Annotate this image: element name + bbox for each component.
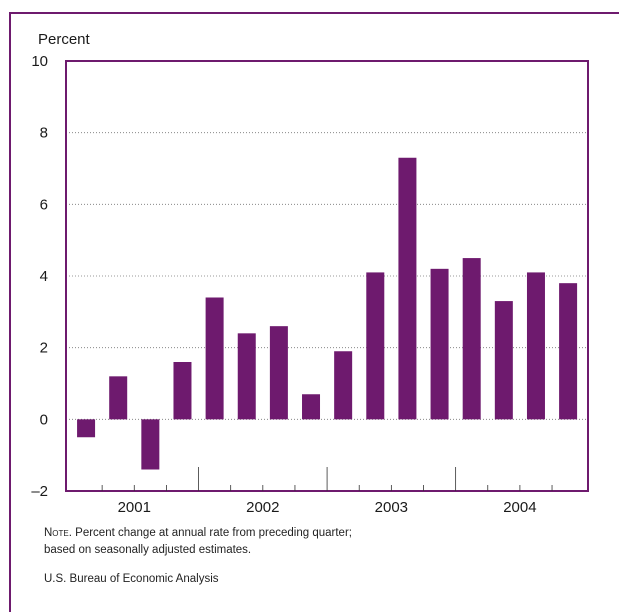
note-line2: based on seasonally adjusted estimates.: [44, 544, 252, 556]
bar: [366, 272, 385, 420]
bar: [77, 419, 96, 438]
bar: [269, 326, 288, 420]
bar-chart: –2 0 2 4 6 8 10 Percent 2001 2002 2003 2004: [31, 31, 589, 516]
bar: [526, 272, 545, 420]
bar: [109, 376, 128, 420]
y-axis-label: Percent: [38, 31, 91, 48]
bar: [398, 157, 417, 420]
y-tick-label: 4: [40, 268, 48, 285]
y-tick-label: 2: [40, 340, 48, 357]
y-tick-label: –2: [31, 483, 48, 500]
bar: [334, 351, 353, 420]
x-tick-label: 2004: [503, 499, 536, 516]
y-tick-label: 8: [40, 125, 48, 142]
y-tick-label: 0: [40, 411, 48, 428]
chart-note: Note. Percent change at annual rate from…: [44, 525, 352, 559]
note-line1: . Percent change at annual rate from pre…: [68, 527, 352, 539]
x-tick-label: 2002: [246, 499, 279, 516]
bar: [141, 419, 160, 470]
y-tick-label: 10: [31, 53, 48, 70]
bar: [430, 268, 449, 420]
chart-frame: [9, 12, 619, 612]
x-tick-label: 2001: [118, 499, 151, 516]
bar: [302, 394, 321, 420]
bar: [462, 258, 481, 420]
note-prefix: Note: [44, 527, 69, 539]
chart-source: U.S. Bureau of Economic Analysis: [44, 573, 219, 585]
bar: [559, 283, 578, 420]
bar: [173, 362, 192, 420]
bar: [205, 297, 224, 420]
bar: [237, 333, 256, 420]
x-tick-label: 2003: [375, 499, 408, 516]
y-tick-label: 6: [40, 196, 48, 213]
bar: [494, 301, 513, 420]
